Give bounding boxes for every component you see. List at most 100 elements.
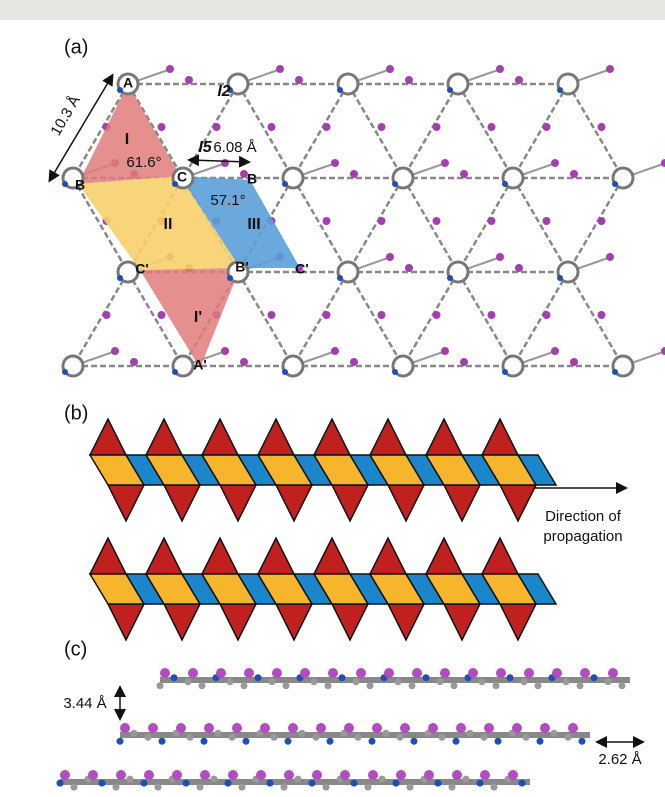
atom — [576, 682, 584, 690]
iodine — [405, 264, 413, 272]
iodine — [88, 770, 98, 780]
atom — [434, 779, 442, 787]
bond — [566, 271, 625, 367]
iodine — [452, 770, 462, 780]
ring — [171, 354, 195, 378]
atom — [240, 682, 248, 690]
triangle — [386, 603, 426, 642]
iodine — [148, 723, 158, 733]
iodine — [400, 723, 410, 733]
iodine — [212, 123, 221, 131]
iodine — [185, 76, 193, 84]
iodine — [515, 264, 523, 272]
iodine — [267, 311, 276, 319]
iodine — [456, 723, 466, 733]
triangle — [162, 603, 202, 642]
atom — [564, 733, 572, 741]
iodine — [322, 311, 331, 319]
triangle — [424, 536, 464, 575]
iodine — [496, 668, 506, 678]
iodine — [204, 723, 214, 733]
iodine — [267, 123, 276, 131]
iodine — [552, 668, 562, 678]
atom — [392, 779, 400, 787]
triangle — [498, 603, 538, 642]
atom — [406, 783, 414, 791]
iodine — [597, 217, 606, 225]
n-atom — [392, 181, 398, 187]
iodine — [468, 668, 478, 678]
atom — [266, 779, 274, 787]
atom — [562, 678, 570, 686]
atom — [312, 733, 320, 741]
atom — [198, 682, 206, 690]
iodine — [386, 65, 394, 73]
iodine — [460, 358, 468, 366]
iodine — [487, 311, 496, 319]
iodine — [441, 159, 449, 167]
iodine — [244, 668, 254, 678]
iodine — [350, 170, 358, 178]
parallelogram — [516, 454, 558, 486]
measurement: 61.6° — [126, 154, 161, 171]
triangle — [218, 484, 258, 523]
panel-label: (b) — [64, 402, 88, 424]
iodine — [276, 65, 284, 73]
n-atom — [612, 181, 618, 187]
iodine — [328, 668, 338, 678]
atom — [520, 678, 528, 686]
bond — [236, 271, 295, 367]
iodine — [312, 770, 322, 780]
iodine — [350, 358, 358, 366]
n-atom — [117, 275, 123, 281]
iodine — [284, 770, 294, 780]
iodine — [228, 770, 238, 780]
iodine — [597, 311, 606, 319]
ring — [501, 354, 525, 378]
atom — [154, 783, 162, 791]
bond — [71, 177, 130, 273]
panel-label: (a) — [64, 36, 88, 58]
iodine — [460, 170, 468, 178]
iodine — [102, 311, 111, 319]
n-atom — [612, 369, 618, 375]
triangle — [106, 484, 146, 523]
ring — [611, 354, 635, 378]
n-atom — [227, 87, 233, 93]
ring — [171, 166, 195, 190]
iodine — [412, 668, 422, 678]
bond — [511, 271, 570, 367]
iodine — [221, 347, 229, 355]
atom — [238, 783, 246, 791]
triangle — [368, 536, 408, 575]
atom — [282, 682, 290, 690]
region-i-prime — [140, 268, 240, 368]
atom — [140, 779, 148, 787]
atom — [326, 737, 334, 745]
measurement: 57.1° — [210, 192, 245, 209]
iodine — [487, 123, 496, 131]
arrow — [48, 73, 114, 183]
n-atom — [172, 369, 178, 375]
ring — [116, 260, 140, 284]
iodine — [496, 253, 504, 261]
atom — [436, 678, 444, 686]
atom — [308, 779, 316, 787]
triangle — [368, 417, 408, 456]
triangle — [144, 536, 184, 575]
iodine — [256, 770, 266, 780]
ring — [611, 166, 635, 190]
atom — [604, 678, 612, 686]
triangle — [144, 417, 184, 456]
atom — [156, 682, 164, 690]
atom — [186, 733, 194, 741]
n-atom — [392, 369, 398, 375]
parallelogram — [516, 573, 558, 605]
triangle — [274, 603, 314, 642]
bond — [346, 271, 405, 367]
iodine — [377, 123, 386, 131]
atom — [382, 729, 390, 737]
iodine — [356, 668, 366, 678]
triangle — [106, 603, 146, 642]
atom — [224, 779, 232, 787]
